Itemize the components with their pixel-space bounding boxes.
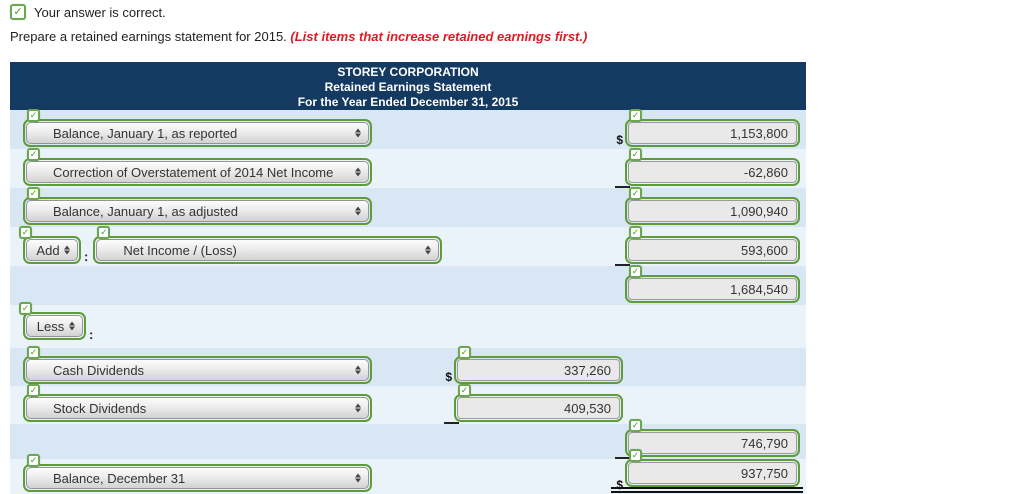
dollar-sign: $ — [616, 478, 623, 492]
select-arrows-icon — [355, 129, 361, 138]
correct-checkbox-icon: ✓ — [27, 346, 40, 359]
statement-title: Retained Earnings Statement — [324, 80, 492, 94]
statement-row: ✓ 746,790 — [10, 419, 806, 459]
dollar-sign: $ — [616, 133, 623, 147]
select-value: Net Income / (Loss) — [123, 242, 237, 258]
statement-row: ✓ 1,684,540 — [10, 265, 806, 305]
account-select[interactable]: Balance, January 1, as reported — [26, 122, 369, 144]
select-arrows-icon — [69, 322, 75, 331]
correct-checkbox-icon: ✓ — [629, 187, 642, 200]
correct-checkbox-icon: ✓ — [629, 226, 642, 239]
correct-checkbox-icon: ✓ — [10, 4, 26, 20]
correct-checkbox-icon: ✓ — [97, 226, 111, 239]
correct-checkbox-icon: ✓ — [27, 187, 40, 200]
answer-status-text: Your answer is correct. — [34, 4, 166, 20]
select-arrows-icon — [355, 366, 361, 375]
single-rule-line — [615, 186, 630, 188]
statement-header: STOREY CORPORATION Retained Earnings Sta… — [10, 62, 806, 110]
correct-checkbox-icon: ✓ — [19, 302, 32, 315]
correct-checkbox-icon: ✓ — [27, 454, 40, 467]
correct-checkbox-icon: ✓ — [19, 226, 32, 239]
account-select[interactable]: Balance, December 31 — [26, 467, 369, 489]
amount-input[interactable]: 746,790 — [628, 432, 797, 454]
dollar-sign: $ — [445, 370, 452, 384]
account-select[interactable]: Balance, January 1, as adjusted — [26, 200, 369, 222]
select-arrows-icon — [355, 168, 361, 177]
select-arrows-icon — [355, 474, 361, 483]
statement-row: ✓ Add : ✓ Net Income / (Loss) ✓ 593,600 — [10, 226, 806, 266]
single-rule-line — [615, 264, 630, 266]
statement-row: ✓ Less : — [10, 302, 806, 348]
qualifier-select[interactable]: Add — [26, 239, 78, 261]
single-rule-line — [615, 457, 630, 459]
correct-checkbox-icon: ✓ — [629, 148, 642, 161]
company-name: STOREY CORPORATION — [337, 65, 479, 79]
amount-input[interactable]: 1,090,940 — [628, 200, 797, 222]
amount-input[interactable]: 937,750 — [628, 462, 797, 484]
correct-checkbox-icon: ✓ — [458, 384, 471, 397]
correct-checkbox-icon: ✓ — [27, 384, 40, 397]
statement-row: ✓ Balance, December 31 $ ✓ 937,750 — [10, 449, 806, 494]
amount-input[interactable]: 1,153,800 — [628, 122, 797, 144]
instructions-emphasis: (List items that increase retained earni… — [290, 29, 588, 44]
correct-checkbox-icon: ✓ — [629, 109, 642, 122]
statement-row: ✓ Balance, January 1, as reported $ ✓ 1,… — [10, 109, 806, 149]
colon-text: : — [84, 249, 89, 264]
statement-period: For the Year Ended December 31, 2015 — [297, 95, 519, 109]
account-select[interactable]: Net Income / (Loss) — [96, 239, 440, 261]
select-value: Less — [36, 318, 65, 334]
correct-checkbox-icon: ✓ — [27, 148, 40, 161]
select-arrows-icon — [355, 207, 361, 216]
instructions: Prepare a retained earnings statement fo… — [10, 29, 587, 44]
select-value: Add — [36, 242, 60, 258]
amount-input[interactable]: 409,530 — [457, 397, 620, 419]
double-rule-line — [611, 487, 803, 493]
account-select[interactable]: Stock Dividends — [26, 397, 369, 419]
amount-input[interactable]: -62,860 — [628, 161, 797, 183]
select-arrows-icon — [64, 246, 70, 255]
account-select[interactable]: Correction of Overstatement of 2014 Net … — [26, 161, 369, 183]
statement-row: ✓ Balance, January 1, as adjusted ✓ 1,09… — [10, 187, 806, 227]
statement-row: ✓ Correction of Overstatement of 2014 Ne… — [10, 148, 806, 188]
correct-checkbox-icon: ✓ — [629, 265, 642, 278]
correct-checkbox-icon: ✓ — [629, 449, 642, 462]
select-arrows-icon — [425, 246, 431, 255]
correct-checkbox-icon: ✓ — [458, 346, 471, 359]
retained-earnings-statement: STOREY CORPORATION Retained Earnings Sta… — [10, 62, 806, 494]
answer-status: ✓ Your answer is correct. — [10, 4, 166, 20]
instructions-text: Prepare a retained earnings statement fo… — [10, 29, 291, 44]
select-arrows-icon — [355, 404, 361, 413]
statement-row: ✓ Cash Dividends $ ✓ 337,260 — [10, 346, 806, 386]
amount-input[interactable]: 1,684,540 — [628, 278, 797, 300]
select-value: Cash Dividends — [53, 362, 145, 378]
amount-input[interactable]: 337,260 — [457, 359, 620, 381]
account-select[interactable]: Cash Dividends — [26, 359, 369, 381]
qualifier-select[interactable]: Less — [26, 315, 83, 337]
amount-input[interactable]: 593,600 — [628, 239, 797, 261]
correct-checkbox-icon: ✓ — [27, 109, 40, 122]
select-value: Balance, December 31 — [53, 470, 186, 486]
colon-text: : — [89, 327, 94, 342]
select-value: Correction of Overstatement of 2014 Net … — [53, 164, 334, 180]
statement-row: ✓ Stock Dividends ✓ 409,530 — [10, 384, 806, 424]
select-value: Balance, January 1, as adjusted — [53, 203, 239, 219]
select-value: Stock Dividends — [53, 400, 147, 416]
correct-checkbox-icon: ✓ — [629, 419, 642, 432]
select-value: Balance, January 1, as reported — [53, 125, 238, 141]
single-rule-line — [444, 422, 459, 424]
